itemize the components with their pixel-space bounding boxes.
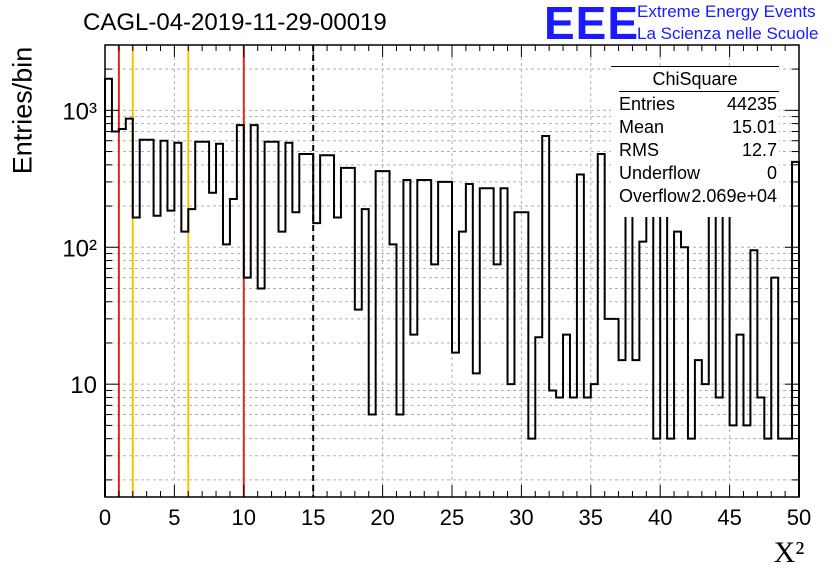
y-tick-label: 10³ [62, 98, 97, 125]
eee-tagline-2: La Scienza nelle Scuole [637, 24, 819, 43]
x-tick-label: 0 [99, 505, 111, 530]
x-tick-label: 25 [440, 505, 464, 530]
stats-value: 15.01 [731, 117, 777, 137]
x-tick-label: 30 [509, 505, 533, 530]
stats-key: Entries [619, 94, 676, 114]
reference-lines [117, 45, 315, 497]
x-tick-label: 40 [648, 505, 672, 530]
stats-value: 44235 [726, 94, 777, 114]
stats-value: 12.7 [741, 140, 777, 160]
x-tick-label: 35 [579, 505, 603, 530]
x-tick-label: 15 [301, 505, 325, 530]
tick-labels: 0 5 10 15 20 25 30 35 40 45 50 10 10² 10³ X² [62, 98, 811, 569]
stats-row-overflow: Overflow 2.069e+04 [619, 186, 777, 208]
x-axis-label: X² [774, 536, 805, 569]
eee-tagline-1: Extreme Energy Events [637, 2, 816, 21]
stats-key: RMS [619, 140, 659, 160]
y-tick-label: 10 [70, 372, 97, 399]
run-title: CAGL-04-2019-11-29-00019 [83, 9, 387, 36]
stats-key: Mean [619, 117, 665, 137]
stats-row-underflow: Underflow 0 [619, 163, 777, 185]
stats-divider [619, 91, 779, 92]
histogram-step-line [104, 77, 800, 497]
stats-row-entries: Entries 44235 [619, 94, 777, 116]
x-tick-label: 5 [168, 505, 180, 530]
stats-key: Underflow [619, 163, 701, 183]
x-tick-label: 50 [787, 505, 811, 530]
stats-value: 0 [766, 163, 777, 183]
y-tick-label: 10² [62, 235, 97, 262]
x-tick-label: 20 [370, 505, 394, 530]
x-tick-label: 45 [717, 505, 741, 530]
stats-row-mean: Mean 15.01 [619, 117, 777, 139]
y-axis-label: Entries/bin [7, 46, 38, 175]
axis-ticks [104, 44, 800, 497]
x-tick-label: 10 [232, 505, 256, 530]
stats-title: ChiSquare [652, 69, 738, 89]
eee-logo: EEE [544, 0, 640, 49]
stats-key: Overflow [619, 186, 691, 206]
stats-row-rms: RMS 12.7 [619, 140, 777, 162]
stats-value: 2.069e+04 [691, 186, 777, 206]
stats-box: ChiSquare Entries 44235 Mean 15.01 RMS 1… [611, 66, 779, 217]
